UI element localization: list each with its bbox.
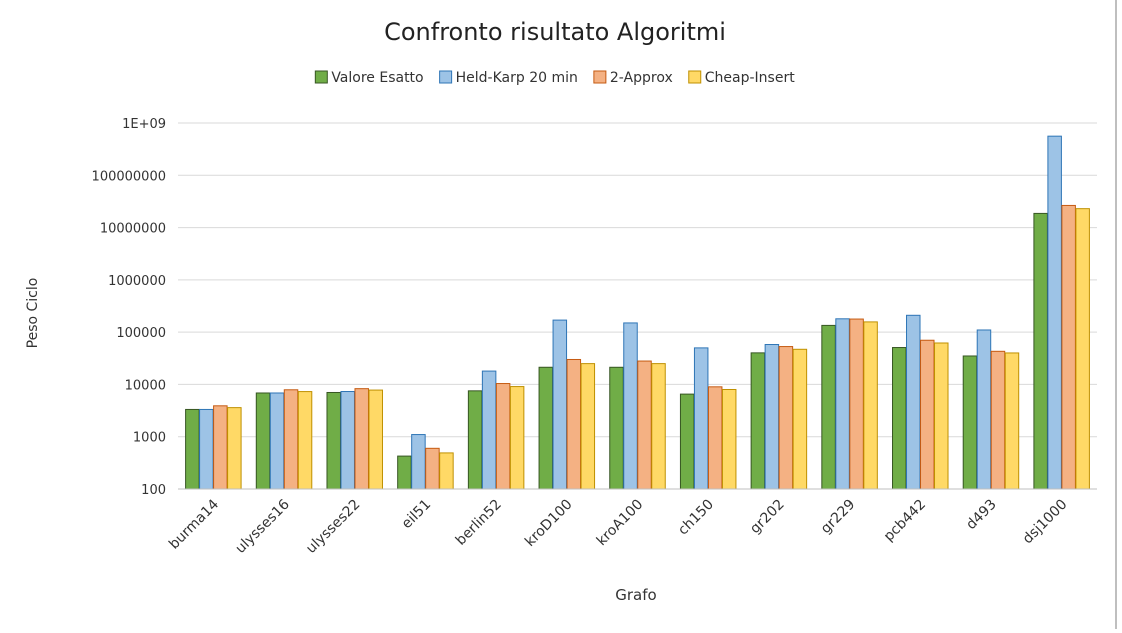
legend-item: Held-Karp 20 min xyxy=(439,70,578,86)
bar-dsj1000-2-approx xyxy=(1061,204,1076,490)
bar-berlin52-valore-esatto xyxy=(467,390,483,490)
legend-swatch xyxy=(688,70,702,84)
x-tick-label: ulysses16 xyxy=(233,496,293,556)
x-tick-label: gr229 xyxy=(818,497,859,538)
legend-item: 2-Approx xyxy=(593,70,673,86)
bar-kroA100-cheap-insert xyxy=(651,363,666,490)
bar-ulysses22-held-karp-20-min xyxy=(340,391,355,490)
legend-label: Valore Esatto xyxy=(331,70,423,86)
legend-swatch xyxy=(593,70,607,84)
y-tick-label: 100 xyxy=(141,483,166,498)
bar-burma14-held-karp-20-min xyxy=(199,408,214,490)
bar-gr229-2-approx xyxy=(849,318,864,490)
bar-kroA100-held-karp-20-min xyxy=(623,322,638,490)
bar-berlin52-2-approx xyxy=(495,383,511,490)
bar-burma14-valore-esatto xyxy=(185,408,200,490)
bar-ch150-2-approx xyxy=(707,386,723,490)
legend-label: 2-Approx xyxy=(610,70,673,86)
legend-item: Valore Esatto xyxy=(314,70,424,86)
y-axis-ticks: 100 1000 10000 100000 1000000 10000000 1000000… xyxy=(92,117,166,498)
y-tick-label: 1000 xyxy=(133,431,166,446)
bar-ulysses16-valore-esatto xyxy=(255,392,271,490)
bar-ulysses22-cheap-insert xyxy=(368,389,383,490)
x-tick-label: berlin52 xyxy=(453,497,505,549)
y-tick-label: 1000000 xyxy=(108,274,166,289)
bar-dsj1000-cheap-insert xyxy=(1075,208,1090,490)
bar-berlin52-cheap-insert xyxy=(509,386,525,490)
bar-kroD100-valore-esatto xyxy=(538,366,554,490)
bar-gr202-2-approx xyxy=(778,346,794,490)
bar-burma14-cheap-insert xyxy=(227,407,242,490)
x-tick-label: burma14 xyxy=(166,496,222,552)
bar-eil51-held-karp-20-min xyxy=(411,434,426,490)
bar-berlin52-held-karp-20-min xyxy=(481,370,497,490)
bar-pcb442-valore-esatto xyxy=(892,347,907,490)
x-tick-label: d493 xyxy=(963,497,999,533)
x-tick-label: pcb442 xyxy=(881,497,929,545)
legend: Valore Esatto Held-Karp 20 min 2-Approx Che… xyxy=(314,70,795,86)
bar-burma14-2-approx xyxy=(213,405,228,490)
legend-item: Cheap-Insert xyxy=(688,70,795,86)
chart-title: Confronto risultato Algoritmi xyxy=(384,18,726,46)
legend-swatch xyxy=(439,70,453,84)
bar-pcb442-held-karp-20-min xyxy=(906,314,921,490)
bar-dsj1000-valore-esatto xyxy=(1033,212,1048,490)
x-axis-label: Grafo xyxy=(615,586,656,604)
bar-gr229-cheap-insert xyxy=(863,321,878,490)
bar-d493-2-approx xyxy=(990,350,1006,490)
y-tick-label: 100000000 xyxy=(92,169,166,184)
x-tick-label: dsj1000 xyxy=(1020,497,1071,548)
bar-ch150-cheap-insert xyxy=(721,388,737,490)
bar-dsj1000-held-karp-20-min xyxy=(1047,135,1062,490)
x-tick-label: kroD100 xyxy=(522,497,575,550)
bar-kroD100-2-approx xyxy=(566,358,582,490)
bar-gr202-cheap-insert xyxy=(792,348,808,490)
bar-pcb442-cheap-insert xyxy=(934,342,949,490)
bar-ulysses16-2-approx xyxy=(283,389,299,490)
y-tick-label: 10000000 xyxy=(100,222,166,237)
y-tick-label: 100000 xyxy=(116,326,166,341)
bar-ulysses16-held-karp-20-min xyxy=(269,392,285,490)
bar-gr229-valore-esatto xyxy=(821,324,836,490)
bar-kroD100-cheap-insert xyxy=(580,363,596,490)
bar-ch150-held-karp-20-min xyxy=(693,347,709,490)
x-tick-label: gr202 xyxy=(747,497,788,538)
bars xyxy=(185,135,1090,490)
bar-kroA100-2-approx xyxy=(637,360,652,490)
bar-eil51-valore-esatto xyxy=(397,455,412,490)
x-axis-ticks: burma14 ulysses16 ulysses22 eil51 berlin52 kr… xyxy=(166,496,1070,556)
bar-ch150-valore-esatto xyxy=(679,393,695,490)
bar-gr229-held-karp-20-min xyxy=(835,318,850,490)
bar-ulysses22-2-approx xyxy=(354,388,369,490)
frame-border xyxy=(1115,0,1117,629)
bar-pcb442-2-approx xyxy=(920,339,935,490)
x-tick-label: ulysses22 xyxy=(303,497,363,557)
bar-eil51-2-approx xyxy=(425,447,440,490)
bar-eil51-cheap-insert xyxy=(439,452,454,490)
y-tick-label: 1E+09 xyxy=(122,117,166,132)
bar-d493-valore-esatto xyxy=(962,355,978,490)
bar-kroD100-held-karp-20-min xyxy=(552,319,568,490)
x-tick-label: ch150 xyxy=(675,497,717,539)
x-tick-label: kroA100 xyxy=(594,497,647,550)
bar-gr202-held-karp-20-min xyxy=(764,344,780,490)
bar-kroA100-valore-esatto xyxy=(609,366,624,490)
legend-label: Held-Karp 20 min xyxy=(456,70,578,86)
bar-ulysses16-cheap-insert xyxy=(297,391,313,490)
y-tick-label: 10000 xyxy=(125,378,166,393)
x-tick-label: eil51 xyxy=(399,497,435,533)
bar-ulysses22-valore-esatto xyxy=(326,391,341,490)
bar-d493-held-karp-20-min xyxy=(976,329,992,490)
legend-swatch xyxy=(314,70,328,84)
y-axis-label: Peso Ciclo xyxy=(25,278,41,349)
legend-label: Cheap-Insert xyxy=(705,70,795,86)
bar-d493-cheap-insert xyxy=(1004,352,1020,490)
bar-gr202-valore-esatto xyxy=(750,352,766,490)
